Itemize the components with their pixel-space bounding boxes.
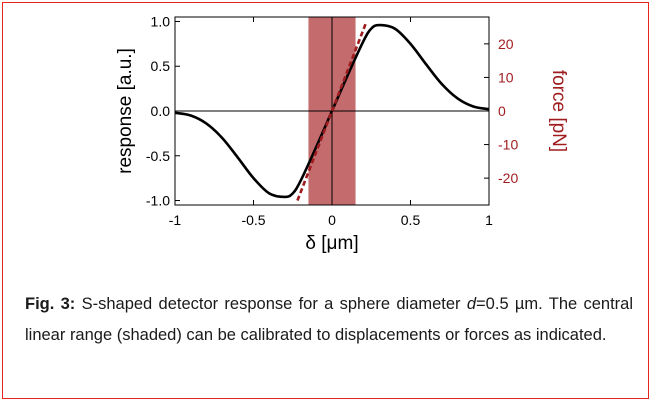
caption-label: Fig. 3: [25,295,76,313]
chart: -1 -0.5 0 0.5 1 1.0 0.5 0.0 -0.5 -1.0 20 10 0 -10 -20 δ… [115,13,569,254]
y-tick-label: 0.0 [151,103,171,119]
x-tick-label: -0.5 [241,212,265,228]
caption-text-1: S-shaped detector response for a sphere … [75,295,467,313]
response-curve [174,23,490,199]
y-axis-title: response [a.u.] [115,48,136,174]
y2-tick-label: -10 [498,137,518,153]
y2-tick-label: -20 [498,170,518,186]
y-tick-label: -0.5 [146,148,170,164]
caption-text-2: =0.5 µm. The central linear range (shade… [25,295,633,344]
y2-tick-label: 0 [498,103,506,119]
x-tick-label: 1 [485,212,493,228]
x-axis-title: δ [μm] [305,233,358,254]
figure-caption: Fig. 3: S-shaped detector response for a… [25,289,633,351]
x-tick-label: 0.5 [401,212,421,228]
y2-tick-label: 20 [498,36,514,52]
y2-axis-title: force [pN] [548,70,569,152]
x-tick-label: 0 [328,212,336,228]
caption-variable: d [466,295,477,313]
y2-tick-label: 10 [498,69,514,85]
figure-frame: -1 -0.5 0 0.5 1 1.0 0.5 0.0 -0.5 -1.0 20 10 0 -10 -20 δ… [2,2,649,399]
y-tick-label: -1.0 [146,193,170,209]
y-tick-label: 1.0 [151,13,171,29]
y-tick-label: 0.5 [151,58,171,74]
x-tick-label: -1 [169,212,182,228]
